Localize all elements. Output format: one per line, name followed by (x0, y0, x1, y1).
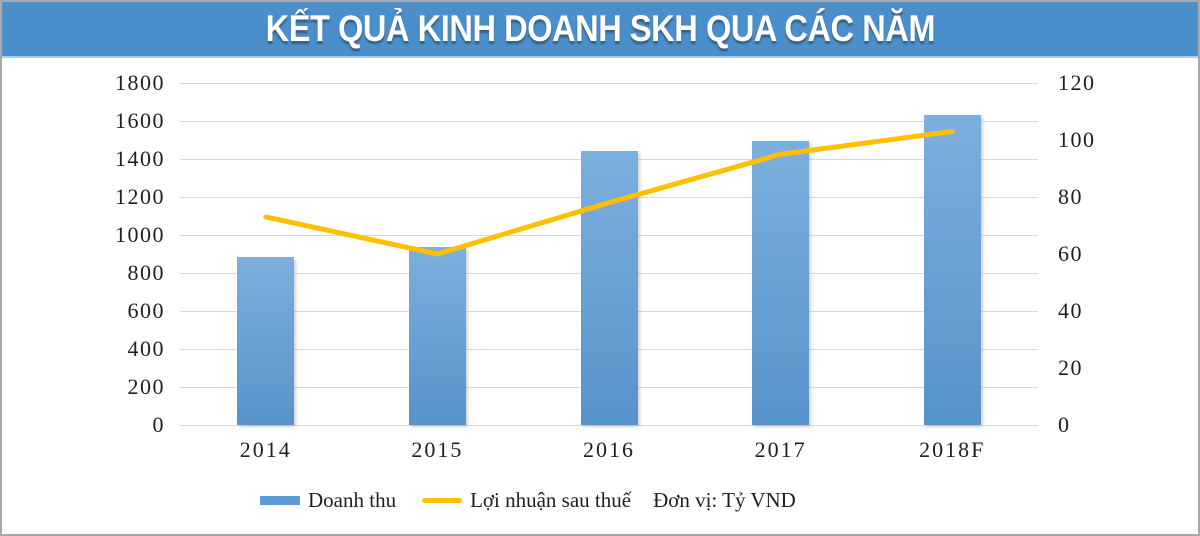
y-tick-left-200: 200 (127, 374, 165, 399)
y-tick-left-400: 400 (127, 336, 165, 361)
legend-bar-label: Doanh thu (308, 488, 397, 512)
y-tick-right-40: 40 (1058, 298, 1083, 323)
y-tick-left-800: 800 (127, 260, 165, 285)
y-tick-right-0: 0 (1058, 412, 1071, 437)
chart-region: 0 200 400 600 800 1000 1200 1400 1600 1800 0 20 40 6… (2, 58, 1198, 534)
y-tick-right-60: 60 (1058, 241, 1083, 266)
grid-line-1600 (180, 120, 1038, 122)
y-tick-left-1400: 1400 (115, 146, 165, 171)
profit-line-layer (263, 128, 955, 257)
y-axis-left: 0 200 400 600 800 1000 1200 1400 1600 1800 (2, 70, 165, 437)
x-label-2014: 2014 (239, 437, 292, 462)
y-tick-right-120: 120 (1058, 70, 1096, 95)
y-tick-left-600: 600 (127, 298, 165, 323)
chart-title: KẾT QUẢ KINH DOANH SKH QUA CÁC NĂM (265, 8, 935, 49)
y-tick-right-20: 20 (1058, 355, 1083, 380)
x-label-2016: 2016 (583, 437, 635, 462)
grid-line-1800 (180, 82, 1038, 84)
bar-2018F (923, 115, 981, 425)
x-label-2018F: 2018F (919, 437, 986, 462)
x-axis: 2014 2015 2016 2017 2018F (180, 437, 1038, 467)
legend-line-label: Lợi nhuận sau thuế (470, 488, 632, 512)
unit-note: Đơn vị: Tỷ VND (653, 488, 796, 512)
y-tick-left-1200: 1200 (115, 184, 165, 209)
y-tick-left-1000: 1000 (115, 222, 165, 247)
y-tick-left-0: 0 (152, 412, 165, 437)
y-tick-left-1600: 1600 (115, 108, 165, 133)
legend-line-swatch (422, 498, 463, 503)
bar-2015 (408, 247, 466, 425)
legend-bar-swatch (260, 496, 300, 505)
bar-2014 (237, 256, 295, 425)
y-axis-right: 0 20 40 60 80 100 120 (1058, 70, 1148, 437)
profit-line (263, 128, 955, 257)
bar-2017 (752, 140, 810, 425)
y-tick-right-100: 100 (1058, 127, 1096, 152)
chart-title-bar: KẾT QUẢ KINH DOANH SKH QUA CÁC NĂM (2, 2, 1198, 58)
grid-line-0 (180, 424, 1038, 426)
y-tick-left-1800: 1800 (115, 70, 165, 95)
x-label-2017: 2017 (754, 437, 807, 462)
plot-area (180, 82, 1038, 426)
y-tick-right-80: 80 (1058, 184, 1083, 209)
legend: Doanh thu Lợi nhuận sau thuế Đơn vị: Tỷ … (260, 488, 796, 513)
x-label-2015: 2015 (411, 437, 464, 462)
